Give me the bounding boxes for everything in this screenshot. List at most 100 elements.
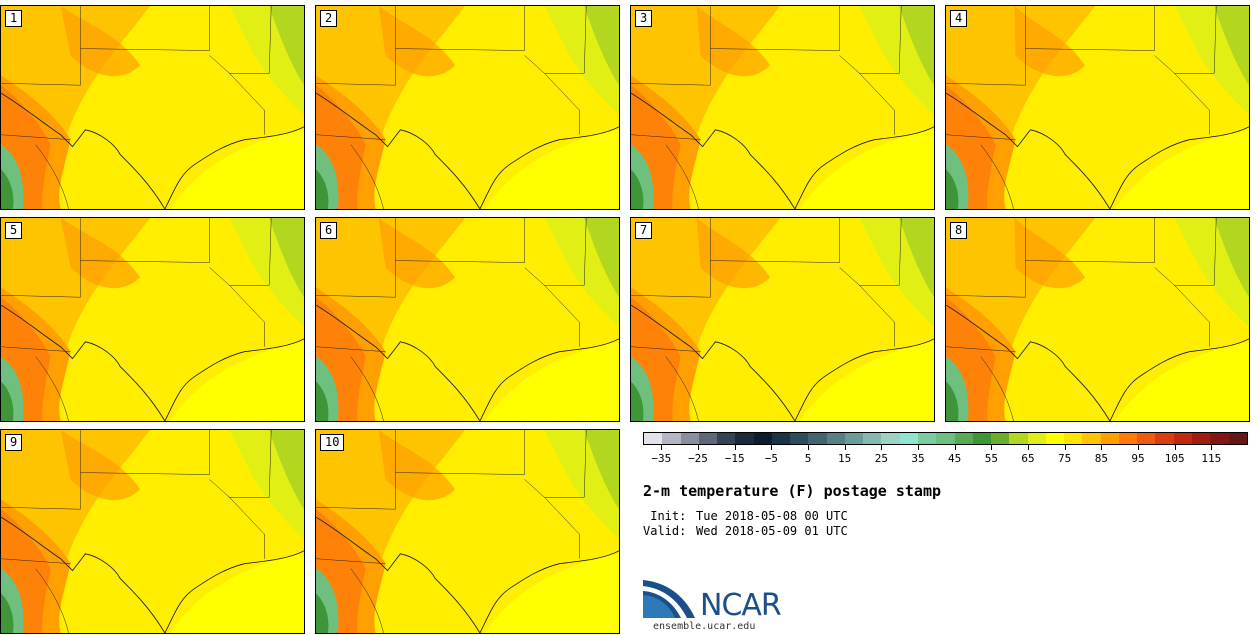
- colorbar-swatch: [1064, 433, 1083, 444]
- postage-stamp-panel: 8: [945, 217, 1250, 422]
- colorbar-tick-label: 85: [1094, 452, 1108, 465]
- postage-stamp-panel: 4: [945, 5, 1250, 210]
- temperature-map: [1, 218, 304, 421]
- temperature-map: [1, 6, 304, 209]
- valid-time: Wed 2018-05-09 01 UTC: [696, 524, 848, 538]
- colorbar-swatch: [917, 433, 937, 444]
- colorbar-tick: [1028, 445, 1029, 450]
- colorbar-swatch: [698, 433, 718, 444]
- colorbar-tick-label: 55: [984, 452, 998, 465]
- colorbar-swatch: [1155, 433, 1174, 444]
- colorbar-swatch: [1210, 433, 1229, 444]
- colorbar-tick-label: −5: [764, 452, 778, 465]
- colorbar-swatch: [1082, 433, 1101, 444]
- member-number: 9: [5, 434, 23, 451]
- member-number: 4: [950, 10, 968, 27]
- postage-stamp-panel: 10: [315, 429, 620, 634]
- colorbar-tick-label: 65: [1021, 452, 1035, 465]
- init-time: Tue 2018-05-08 00 UTC: [696, 509, 848, 523]
- colorbar-tick: [1064, 445, 1066, 450]
- colorbar-ticks: −35 −25 −15 −5 5 15 25 35 45 55 65 75 85 95 105 115: [643, 445, 1248, 467]
- postage-stamp-panel: 7: [630, 217, 935, 422]
- colorbar-swatch: [881, 433, 900, 444]
- colorbar-tick-label: 75: [1058, 452, 1072, 465]
- source-url: ensemble.ucar.edu: [653, 621, 756, 632]
- colorbar-swatch: [790, 433, 809, 444]
- valid-label: Valid:: [643, 524, 687, 538]
- colorbar-swatch: [826, 433, 845, 444]
- temperature-map: [946, 218, 1249, 421]
- colorbar-tick: [991, 445, 993, 450]
- temperature-map: [946, 6, 1249, 209]
- member-number: 2: [320, 10, 338, 27]
- colorbar-tick: [1138, 445, 1139, 450]
- colorbar-swatch: [644, 433, 663, 444]
- ncar-logo-text: NCAR: [700, 588, 782, 623]
- postage-stamp-panel: 5: [0, 217, 305, 422]
- colorbar-tick: [1174, 445, 1176, 450]
- colorbar-swatch: [1027, 433, 1046, 444]
- colorbar-tick: [1101, 445, 1103, 450]
- temperature-colorbar: [643, 432, 1248, 445]
- colorbar-tick-label: 95: [1131, 452, 1145, 465]
- colorbar-tick-label: 15: [838, 452, 852, 465]
- member-number: 3: [635, 10, 653, 27]
- colorbar-tick-label: −15: [724, 452, 745, 465]
- colorbar-swatch: [771, 433, 791, 444]
- colorbar-tick-label: −35: [651, 452, 672, 465]
- colorbar-swatch: [863, 433, 882, 444]
- ncar-logo-icon: [643, 580, 695, 618]
- colorbar-swatch: [1009, 433, 1028, 444]
- postage-stamp-panel: 1: [0, 5, 305, 210]
- colorbar-tick: [734, 445, 736, 450]
- postage-stamp-panel: 9: [0, 429, 305, 634]
- colorbar-tick: [771, 445, 773, 450]
- colorbar-swatch: [1100, 433, 1119, 444]
- colorbar-tick: [808, 445, 809, 450]
- temperature-map: [316, 218, 619, 421]
- temperature-map: [316, 6, 619, 209]
- colorbar-swatch: [844, 433, 864, 444]
- member-number: 10: [320, 434, 345, 451]
- colorbar-tick-label: 45: [948, 452, 962, 465]
- colorbar-swatch: [899, 433, 918, 444]
- colorbar-swatch: [1173, 433, 1192, 444]
- colorbar-swatch: [680, 433, 699, 444]
- colorbar-swatch: [954, 433, 973, 444]
- temperature-map: [631, 6, 934, 209]
- colorbar-swatch: [936, 433, 955, 444]
- member-number: 8: [950, 222, 968, 239]
- colorbar-tick-label: 115: [1201, 452, 1222, 465]
- colorbar-swatch: [1118, 433, 1138, 444]
- colorbar-tick: [698, 445, 699, 450]
- temperature-map: [316, 430, 619, 633]
- member-number: 7: [635, 222, 653, 239]
- colorbar-tick-label: 5: [804, 452, 812, 465]
- colorbar-swatch: [991, 433, 1010, 444]
- colorbar-swatch: [808, 433, 827, 444]
- colorbar-swatch: [717, 433, 736, 444]
- member-number: 6: [320, 222, 338, 239]
- temperature-map: [631, 218, 934, 421]
- member-number: 5: [5, 222, 23, 239]
- colorbar-tick: [844, 445, 846, 450]
- colorbar-tick: [1211, 445, 1213, 450]
- postage-stamp-panel: 3: [630, 5, 935, 210]
- colorbar-tick: [661, 445, 663, 450]
- colorbar-tick-label: 25: [874, 452, 888, 465]
- colorbar-swatch: [972, 433, 992, 444]
- member-number: 1: [5, 10, 23, 27]
- colorbar-swatch: [735, 433, 754, 444]
- temperature-map: [1, 430, 304, 633]
- colorbar-swatch: [662, 433, 681, 444]
- figure-title: 2-m temperature (F) postage stamp: [643, 482, 942, 500]
- colorbar-tick: [881, 445, 883, 450]
- colorbar-tick-label: 35: [911, 452, 925, 465]
- colorbar-swatch: [1045, 433, 1065, 444]
- colorbar-tick-label: −25: [688, 452, 708, 465]
- init-label: Init:: [643, 509, 687, 523]
- colorbar-tick: [954, 445, 956, 450]
- colorbar-swatch: [753, 433, 772, 444]
- postage-stamp-panel: 2: [315, 5, 620, 210]
- colorbar-tick: [918, 445, 919, 450]
